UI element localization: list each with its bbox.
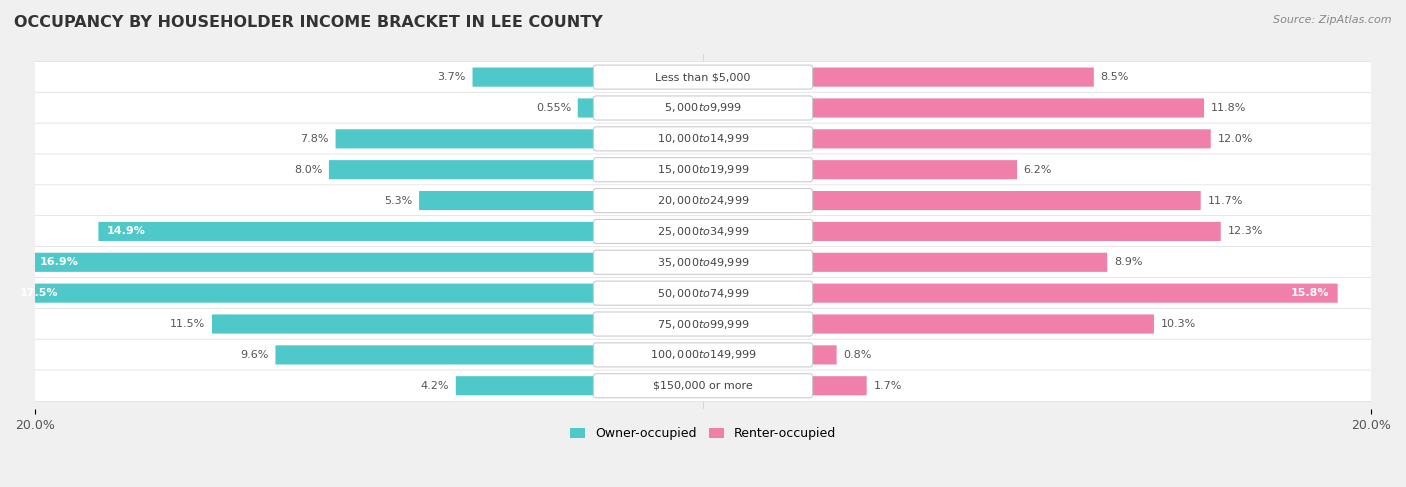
FancyBboxPatch shape xyxy=(472,68,596,87)
Text: $75,000 to $99,999: $75,000 to $99,999 xyxy=(657,318,749,331)
FancyBboxPatch shape xyxy=(31,253,596,272)
FancyBboxPatch shape xyxy=(593,374,813,398)
Text: 8.0%: 8.0% xyxy=(294,165,322,175)
Text: 7.8%: 7.8% xyxy=(301,134,329,144)
FancyBboxPatch shape xyxy=(32,154,1374,186)
FancyBboxPatch shape xyxy=(32,339,1374,371)
Text: 0.55%: 0.55% xyxy=(536,103,571,113)
Text: $20,000 to $24,999: $20,000 to $24,999 xyxy=(657,194,749,207)
FancyBboxPatch shape xyxy=(98,222,596,241)
Text: $35,000 to $49,999: $35,000 to $49,999 xyxy=(657,256,749,269)
FancyBboxPatch shape xyxy=(32,308,1374,340)
Text: $5,000 to $9,999: $5,000 to $9,999 xyxy=(664,101,742,114)
FancyBboxPatch shape xyxy=(810,222,1220,241)
Text: OCCUPANCY BY HOUSEHOLDER INCOME BRACKET IN LEE COUNTY: OCCUPANCY BY HOUSEHOLDER INCOME BRACKET … xyxy=(14,15,603,30)
FancyBboxPatch shape xyxy=(810,253,1107,272)
FancyBboxPatch shape xyxy=(212,315,596,334)
FancyBboxPatch shape xyxy=(593,312,813,336)
FancyBboxPatch shape xyxy=(810,129,1211,149)
FancyBboxPatch shape xyxy=(593,65,813,89)
FancyBboxPatch shape xyxy=(32,278,1374,309)
FancyBboxPatch shape xyxy=(32,123,1374,154)
Text: 10.3%: 10.3% xyxy=(1160,319,1197,329)
FancyBboxPatch shape xyxy=(32,185,1374,216)
FancyBboxPatch shape xyxy=(810,376,866,395)
Text: Source: ZipAtlas.com: Source: ZipAtlas.com xyxy=(1274,15,1392,25)
FancyBboxPatch shape xyxy=(593,250,813,274)
Text: 9.6%: 9.6% xyxy=(240,350,269,360)
Text: 8.5%: 8.5% xyxy=(1101,72,1129,82)
FancyBboxPatch shape xyxy=(329,160,596,179)
Legend: Owner-occupied, Renter-occupied: Owner-occupied, Renter-occupied xyxy=(565,422,841,445)
FancyBboxPatch shape xyxy=(593,188,813,213)
Text: 11.5%: 11.5% xyxy=(170,319,205,329)
Text: $25,000 to $34,999: $25,000 to $34,999 xyxy=(657,225,749,238)
FancyBboxPatch shape xyxy=(810,160,1017,179)
FancyBboxPatch shape xyxy=(456,376,596,395)
Text: 12.0%: 12.0% xyxy=(1218,134,1253,144)
Text: 1.7%: 1.7% xyxy=(873,381,901,391)
FancyBboxPatch shape xyxy=(593,219,813,244)
FancyBboxPatch shape xyxy=(276,345,596,364)
FancyBboxPatch shape xyxy=(32,61,1374,93)
FancyBboxPatch shape xyxy=(810,315,1154,334)
Text: Less than $5,000: Less than $5,000 xyxy=(655,72,751,82)
Text: $10,000 to $14,999: $10,000 to $14,999 xyxy=(657,132,749,145)
Text: 12.3%: 12.3% xyxy=(1227,226,1263,236)
Text: $100,000 to $149,999: $100,000 to $149,999 xyxy=(650,348,756,361)
Text: $50,000 to $74,999: $50,000 to $74,999 xyxy=(657,287,749,300)
FancyBboxPatch shape xyxy=(32,92,1374,124)
Text: 5.3%: 5.3% xyxy=(384,196,412,206)
FancyBboxPatch shape xyxy=(419,191,596,210)
FancyBboxPatch shape xyxy=(32,370,1374,401)
FancyBboxPatch shape xyxy=(336,129,596,149)
Text: 15.8%: 15.8% xyxy=(1291,288,1329,298)
FancyBboxPatch shape xyxy=(32,246,1374,278)
FancyBboxPatch shape xyxy=(32,216,1374,247)
FancyBboxPatch shape xyxy=(810,68,1094,87)
Text: $15,000 to $19,999: $15,000 to $19,999 xyxy=(657,163,749,176)
Text: 17.5%: 17.5% xyxy=(20,288,59,298)
FancyBboxPatch shape xyxy=(810,98,1204,117)
Text: $150,000 or more: $150,000 or more xyxy=(654,381,752,391)
FancyBboxPatch shape xyxy=(593,96,813,120)
FancyBboxPatch shape xyxy=(578,98,596,117)
FancyBboxPatch shape xyxy=(810,345,837,364)
Text: 14.9%: 14.9% xyxy=(107,226,146,236)
FancyBboxPatch shape xyxy=(593,281,813,305)
FancyBboxPatch shape xyxy=(593,158,813,182)
Text: 6.2%: 6.2% xyxy=(1024,165,1052,175)
FancyBboxPatch shape xyxy=(593,127,813,151)
Text: 8.9%: 8.9% xyxy=(1114,257,1142,267)
Text: 11.7%: 11.7% xyxy=(1208,196,1243,206)
Text: 11.8%: 11.8% xyxy=(1211,103,1246,113)
FancyBboxPatch shape xyxy=(593,343,813,367)
Text: 16.9%: 16.9% xyxy=(39,257,79,267)
Text: 4.2%: 4.2% xyxy=(420,381,449,391)
FancyBboxPatch shape xyxy=(11,283,596,303)
Text: 0.8%: 0.8% xyxy=(844,350,872,360)
FancyBboxPatch shape xyxy=(810,283,1337,303)
FancyBboxPatch shape xyxy=(810,191,1201,210)
Text: 3.7%: 3.7% xyxy=(437,72,465,82)
